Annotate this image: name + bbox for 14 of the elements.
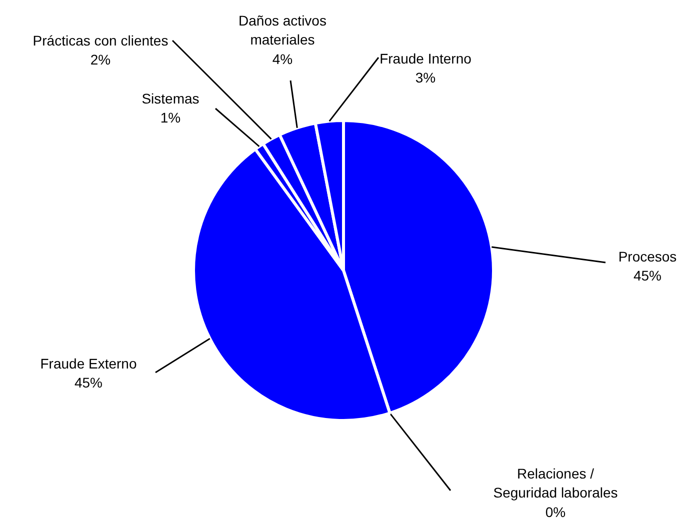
slice-label: Fraude Interno (380, 50, 472, 66)
data-label: 4% (272, 50, 293, 67)
data-label: 45% (74, 374, 103, 391)
text: 0% (545, 504, 566, 520)
slice-label: Prácticas con clientes (32, 32, 168, 48)
slice-label: Daños activos materiales (238, 12, 326, 48)
data-label: 2% (90, 52, 111, 68)
slice-label: Fraude Externo (40, 356, 137, 372)
data-label: 3% (415, 70, 436, 86)
data-label: 45% (633, 268, 662, 284)
category-label: Relaciones / Seguridad laborales (493, 466, 618, 501)
slice-label: Sistemas (142, 90, 200, 106)
slice-label: Procesos (618, 248, 677, 264)
data-label: 1% (160, 110, 181, 126)
